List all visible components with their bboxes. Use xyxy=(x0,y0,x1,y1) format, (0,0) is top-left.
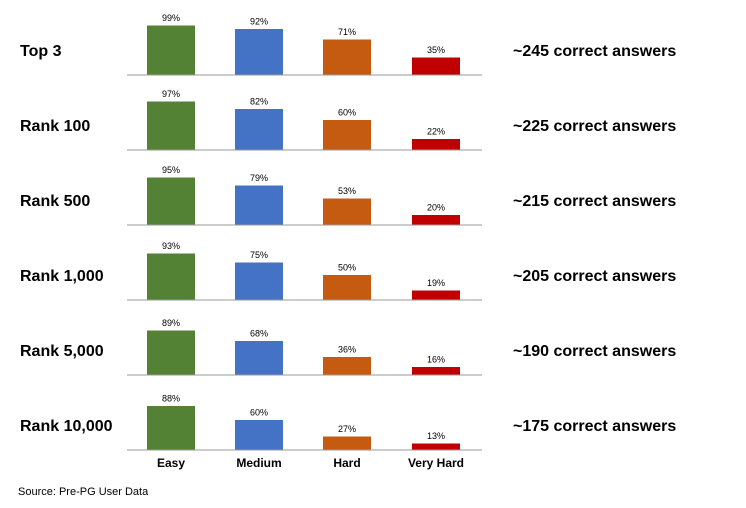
bar xyxy=(323,120,371,150)
row-label: Rank 10,000 xyxy=(20,418,113,435)
value-label: 22% xyxy=(427,126,445,136)
row-annotation: ~215 correct answers xyxy=(513,193,676,210)
value-label: 35% xyxy=(427,45,445,55)
bar xyxy=(323,357,371,375)
bar xyxy=(235,185,283,225)
value-label: 75% xyxy=(250,250,268,260)
bar xyxy=(235,420,283,450)
bar xyxy=(323,198,371,225)
bar xyxy=(235,341,283,375)
row-annotation: ~225 correct answers xyxy=(513,118,676,135)
value-label: 27% xyxy=(338,424,356,434)
value-label: 95% xyxy=(162,165,180,175)
bar xyxy=(235,262,283,300)
bar xyxy=(412,367,460,375)
bar xyxy=(323,436,371,450)
x-tick-label: Very Hard xyxy=(408,456,464,470)
value-label: 88% xyxy=(162,393,180,403)
row-annotation: ~190 correct answers xyxy=(513,343,676,360)
value-label: 92% xyxy=(250,16,268,26)
bar xyxy=(147,253,195,300)
x-tick-label: Medium xyxy=(236,456,281,470)
row-annotation: ~245 correct answers xyxy=(513,43,676,60)
x-tick-label: Hard xyxy=(333,456,360,470)
value-label: 60% xyxy=(338,107,356,117)
row-annotation: ~205 correct answers xyxy=(513,268,676,285)
value-label: 71% xyxy=(338,27,356,37)
bar xyxy=(412,215,460,225)
value-label: 13% xyxy=(427,431,445,441)
bar xyxy=(147,25,195,75)
bar xyxy=(147,101,195,150)
value-label: 53% xyxy=(338,186,356,196)
bar xyxy=(412,290,460,300)
bar xyxy=(147,177,195,225)
bar xyxy=(235,29,283,75)
value-label: 16% xyxy=(427,354,445,364)
bar xyxy=(147,330,195,375)
row-label: Rank 100 xyxy=(20,118,90,135)
value-label: 93% xyxy=(162,241,180,251)
value-label: 79% xyxy=(250,173,268,183)
bar xyxy=(323,275,371,300)
bar xyxy=(147,406,195,450)
value-label: 36% xyxy=(338,344,356,354)
row-label: Rank 500 xyxy=(20,193,90,210)
value-label: 50% xyxy=(338,262,356,272)
value-label: 20% xyxy=(427,202,445,212)
row-label: Top 3 xyxy=(20,43,62,60)
value-label: 82% xyxy=(250,96,268,106)
bar xyxy=(412,57,460,75)
row-label: Rank 5,000 xyxy=(20,343,104,360)
value-label: 97% xyxy=(162,89,180,99)
row-annotation: ~175 correct answers xyxy=(513,418,676,435)
bar xyxy=(412,139,460,150)
value-label: 68% xyxy=(250,328,268,338)
bar xyxy=(323,39,371,75)
value-label: 89% xyxy=(162,318,180,328)
value-label: 60% xyxy=(250,407,268,417)
bar xyxy=(412,443,460,450)
bar xyxy=(235,109,283,150)
row-label: Rank 1,000 xyxy=(20,268,104,285)
source-note: Source: Pre-PG User Data xyxy=(18,486,149,498)
value-label: 19% xyxy=(427,278,445,288)
value-label: 99% xyxy=(162,13,180,23)
x-tick-label: Easy xyxy=(157,456,185,470)
